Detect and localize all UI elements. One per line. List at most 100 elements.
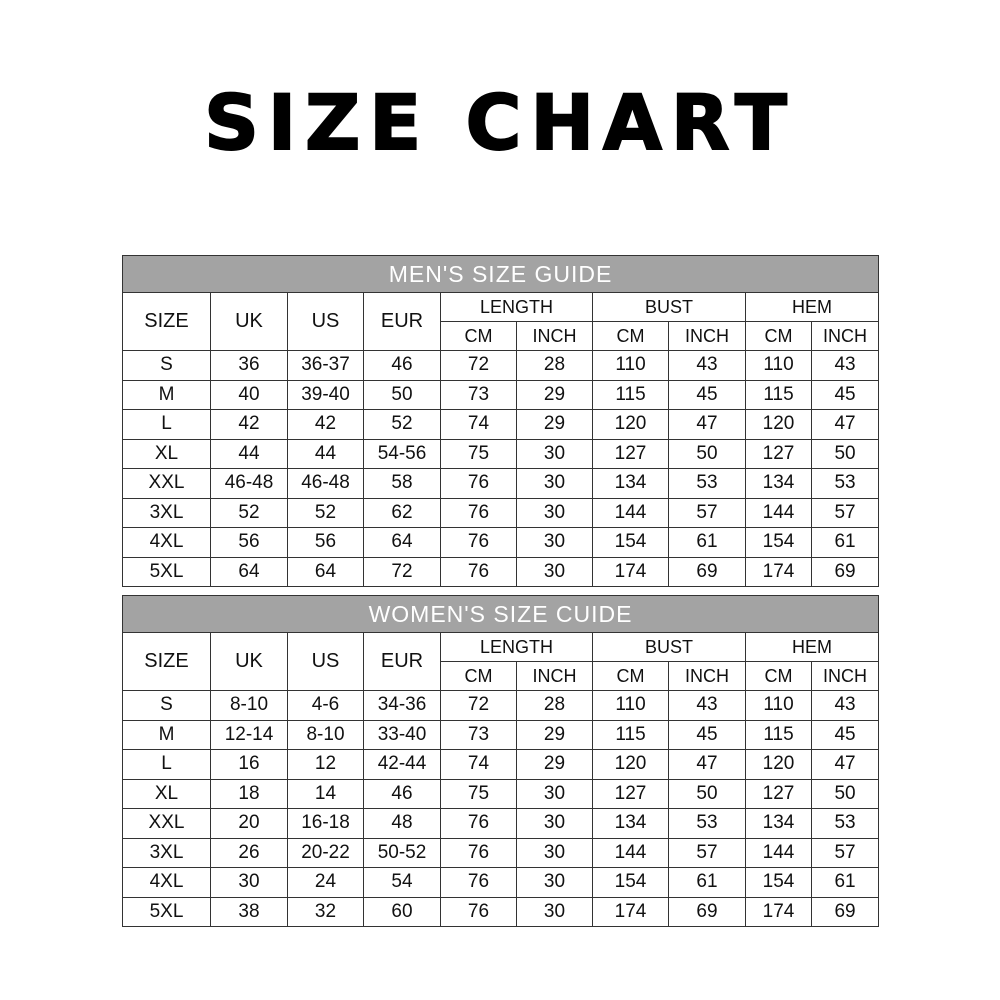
table-row: 5XL 38 32 60 76 30 174 69 174 69 bbox=[122, 896, 880, 927]
header-cm: CM bbox=[745, 661, 812, 691]
table-cell: 29 bbox=[516, 719, 593, 750]
table-cell: 30 bbox=[516, 556, 593, 587]
table-cell: S bbox=[122, 350, 211, 381]
header-length: LENGTH bbox=[440, 632, 593, 662]
table-cell: XL bbox=[122, 778, 211, 809]
table-cell: L bbox=[122, 409, 211, 440]
table-cell: 48 bbox=[363, 808, 441, 839]
table-cell: 120 bbox=[745, 409, 812, 440]
table-row: S 8-10 4-6 34-36 72 28 110 43 110 43 bbox=[122, 690, 880, 721]
table-cell: S bbox=[122, 690, 211, 721]
table-cell: 45 bbox=[810, 379, 880, 410]
table-cell: 120 bbox=[592, 749, 669, 780]
table-cell: 32 bbox=[287, 896, 364, 927]
table-cell: 144 bbox=[592, 497, 669, 528]
table-caption: MEN'S SIZE GUIDE bbox=[121, 255, 880, 293]
table-cell: 134 bbox=[592, 468, 669, 499]
table-cell: 43 bbox=[810, 350, 880, 381]
table-cell: 115 bbox=[745, 379, 812, 410]
table-cell: 16-18 bbox=[287, 808, 364, 839]
header-uk: UK bbox=[210, 632, 288, 691]
table-cell: 50-52 bbox=[363, 837, 441, 868]
table-cell: 154 bbox=[745, 527, 812, 558]
table-cell: 120 bbox=[745, 749, 812, 780]
table-cell: 47 bbox=[810, 409, 880, 440]
table-cell: 5XL bbox=[122, 556, 211, 587]
table-cell: 74 bbox=[440, 749, 517, 780]
header-size: SIZE bbox=[122, 292, 211, 351]
table-cell: 64 bbox=[210, 556, 288, 587]
table-cell: 127 bbox=[592, 438, 669, 469]
header-size: SIZE bbox=[122, 632, 211, 691]
header-cm: CM bbox=[440, 661, 517, 691]
table-cell: 76 bbox=[440, 497, 517, 528]
header-cm: CM bbox=[440, 321, 517, 351]
table-cell: 36 bbox=[210, 350, 288, 381]
table-cell: 29 bbox=[516, 379, 593, 410]
table-cell: 154 bbox=[592, 867, 669, 898]
table-cell: 47 bbox=[668, 749, 746, 780]
table-cell: 56 bbox=[287, 527, 364, 558]
table-cell: 174 bbox=[592, 556, 669, 587]
table-cell: 30 bbox=[516, 837, 593, 868]
table-cell: 56 bbox=[210, 527, 288, 558]
table-cell: 144 bbox=[592, 837, 669, 868]
table-cell: 57 bbox=[810, 497, 880, 528]
table-cell: 115 bbox=[592, 719, 669, 750]
table-cell: 115 bbox=[592, 379, 669, 410]
table-cell: 58 bbox=[363, 468, 441, 499]
table-cell: 45 bbox=[668, 379, 746, 410]
table-row: 5XL 64 64 72 76 30 174 69 174 69 bbox=[122, 556, 880, 587]
table-cell: 8-10 bbox=[210, 690, 288, 721]
header-inch: INCH bbox=[668, 321, 746, 351]
table-cell: 12-14 bbox=[210, 719, 288, 750]
table-cell: 30 bbox=[516, 497, 593, 528]
table-cell: 12 bbox=[287, 749, 364, 780]
table-cell: 174 bbox=[745, 896, 812, 927]
table-cell: 54-56 bbox=[363, 438, 441, 469]
table-cell: 42 bbox=[210, 409, 288, 440]
table-cell: 76 bbox=[440, 896, 517, 927]
table-cell: 4-6 bbox=[287, 690, 364, 721]
table-cell: 43 bbox=[668, 350, 746, 381]
table-row: M 40 39-40 50 73 29 115 45 115 45 bbox=[122, 379, 880, 410]
table-cell: XXL bbox=[122, 808, 211, 839]
header-cm: CM bbox=[592, 661, 669, 691]
table-row: 4XL 56 56 64 76 30 154 61 154 61 bbox=[122, 527, 880, 558]
table-cell: 3XL bbox=[122, 497, 211, 528]
table-cell: 69 bbox=[668, 556, 746, 587]
table-cell: 43 bbox=[668, 690, 746, 721]
table-cell: 61 bbox=[668, 527, 746, 558]
table-cell: 8-10 bbox=[287, 719, 364, 750]
table-cell: 76 bbox=[440, 556, 517, 587]
table-cell: 50 bbox=[668, 438, 746, 469]
header-inch: INCH bbox=[516, 321, 593, 351]
table-cell: 76 bbox=[440, 808, 517, 839]
table-cell: 16 bbox=[210, 749, 288, 780]
table-cell: 127 bbox=[745, 438, 812, 469]
header-us: US bbox=[287, 292, 364, 351]
table-cell: 45 bbox=[810, 719, 880, 750]
header-inch: INCH bbox=[516, 661, 593, 691]
header-hem: HEM bbox=[744, 292, 880, 322]
table-cell: 42-44 bbox=[363, 749, 441, 780]
table-cell: 52 bbox=[287, 497, 364, 528]
table-cell: 47 bbox=[668, 409, 746, 440]
table-cell: 76 bbox=[440, 867, 517, 898]
table-cell: 4XL bbox=[122, 527, 211, 558]
table-cell: 120 bbox=[592, 409, 669, 440]
table-cell: 44 bbox=[210, 438, 288, 469]
table-cell: 74 bbox=[440, 409, 517, 440]
table-cell: 69 bbox=[810, 896, 880, 927]
table-cell: 53 bbox=[810, 468, 880, 499]
table-cell: 47 bbox=[810, 749, 880, 780]
table-cell: 127 bbox=[592, 778, 669, 809]
table-cell: M bbox=[122, 719, 211, 750]
table-cell: 29 bbox=[516, 749, 593, 780]
table-cell: 30 bbox=[516, 527, 593, 558]
table-cell: 14 bbox=[287, 778, 364, 809]
table-cell: 69 bbox=[668, 896, 746, 927]
header-eur: EUR bbox=[363, 632, 441, 691]
header-cm: CM bbox=[592, 321, 669, 351]
table-cell: L bbox=[122, 749, 211, 780]
